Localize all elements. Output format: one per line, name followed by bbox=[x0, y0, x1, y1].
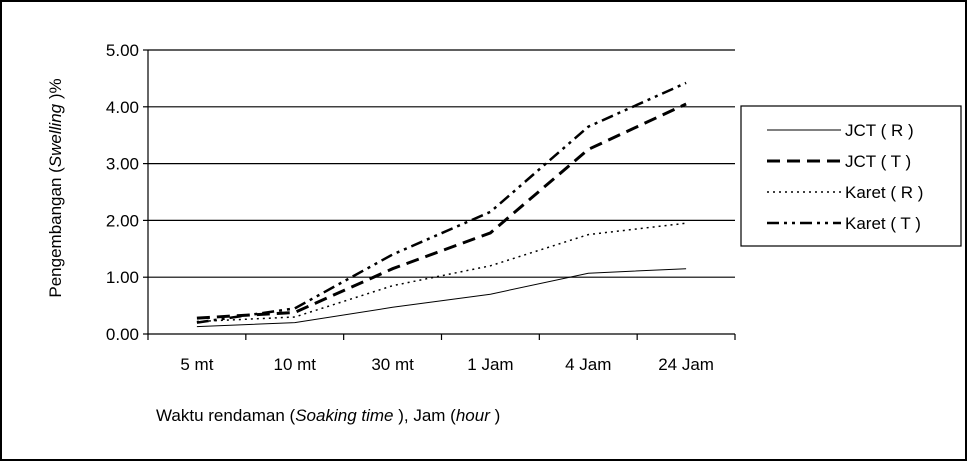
x-axis-title: Waktu rendaman (Soaking time ), Jam (hou… bbox=[156, 406, 500, 425]
y-axis-title-part: Swelling bbox=[46, 103, 65, 167]
series-line-1 bbox=[196, 102, 687, 320]
grid-layer bbox=[148, 49, 735, 278]
x-tick-label: 30 mt bbox=[371, 355, 414, 374]
y-tick-label: 1.00 bbox=[106, 268, 139, 287]
y-axis-title-part: Pengembangan ( bbox=[46, 167, 65, 298]
y-axis-title-part: )% bbox=[46, 78, 65, 104]
y-tick-label: 3.00 bbox=[106, 155, 139, 174]
axis-layer bbox=[143, 49, 736, 340]
y-tick-label: 5.00 bbox=[106, 41, 139, 60]
legend-label-2: Karet ( R ) bbox=[845, 183, 923, 202]
x-tick-label: 4 Jam bbox=[565, 355, 611, 374]
series-line-0 bbox=[196, 268, 687, 328]
x-axis-title-part: hour bbox=[456, 406, 491, 425]
series-layer bbox=[196, 81, 687, 328]
series-line-3 bbox=[196, 81, 687, 324]
y-tick-label: 2.00 bbox=[106, 211, 139, 230]
x-tick-label: 1 Jam bbox=[467, 355, 513, 374]
x-tick-label: 10 mt bbox=[273, 355, 316, 374]
x-tick-label: 24 Jam bbox=[658, 355, 714, 374]
x-axis-title-part: Soaking time bbox=[295, 406, 393, 425]
legend-label-0: JCT ( R ) bbox=[845, 121, 914, 140]
label-layer: 0.00 1.00 2.00 3.00 4.00 5.00 5 mt 10 mt 30 mt 1 … bbox=[46, 41, 714, 425]
x-tick-label: 5 mt bbox=[180, 355, 213, 374]
x-axis-title-part: ) bbox=[490, 406, 500, 425]
legend-label-3: Karet ( T ) bbox=[845, 214, 921, 233]
x-axis-title-part: ), Jam ( bbox=[394, 406, 457, 425]
legend-layer: JCT ( R ) JCT ( T ) Karet ( R ) Karet ( T ) bbox=[740, 105, 962, 247]
y-tick-label: 4.00 bbox=[106, 98, 139, 117]
legend-label-1: JCT ( T ) bbox=[845, 152, 911, 171]
y-tick-label: 0.00 bbox=[106, 325, 139, 344]
y-axis-title: Pengembangan (Swelling )% bbox=[46, 78, 65, 297]
x-axis-title-part: Waktu rendaman ( bbox=[156, 406, 296, 425]
